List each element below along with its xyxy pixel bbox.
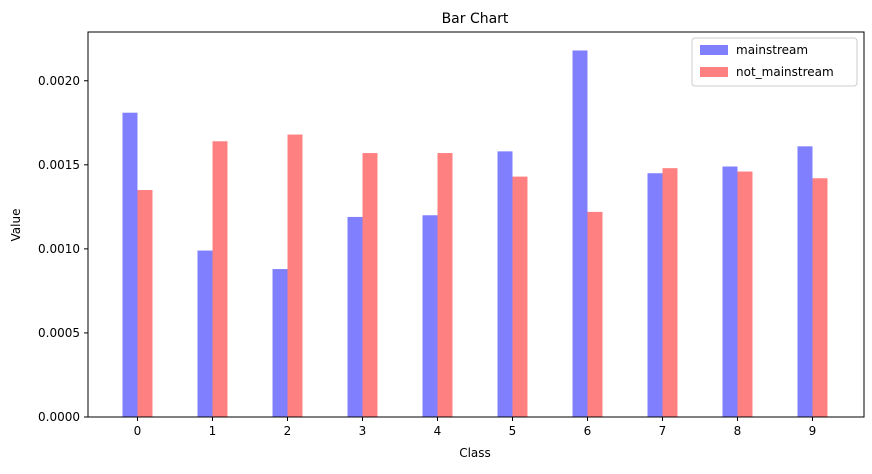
bar-not_mainstream-0 <box>137 190 153 417</box>
bar-mainstream-3 <box>347 216 363 417</box>
y-axis-label: Value <box>9 209 23 242</box>
bar-not_mainstream-5 <box>512 176 528 417</box>
legend-box <box>691 37 858 87</box>
bar-mainstream-8 <box>722 166 738 417</box>
bar-mainstream-4 <box>422 215 438 417</box>
x-tick-label-4: 4 <box>434 424 442 438</box>
x-tick-label-8: 8 <box>734 424 742 438</box>
x-axis-label: Class <box>459 446 491 460</box>
y-tick-label-0: 0.0000 <box>38 410 80 424</box>
plot-frame <box>87 31 865 418</box>
bar-mainstream-1 <box>197 250 213 417</box>
bar-not_mainstream-1 <box>212 141 228 417</box>
x-tick-label-2: 2 <box>284 424 292 438</box>
bar-not_mainstream-8 <box>737 171 753 417</box>
legend-label-mainstream: mainstream <box>736 43 808 57</box>
y-tick-label-4: 0.0020 <box>38 74 80 88</box>
bar-not_mainstream-6 <box>587 211 603 417</box>
x-tick-label-0: 0 <box>134 424 142 438</box>
bar-mainstream-0 <box>122 112 138 417</box>
x-tick-label-3: 3 <box>359 424 367 438</box>
bar-not_mainstream-7 <box>662 168 678 417</box>
legend-swatch-not_mainstream <box>700 67 728 77</box>
y-tick-label-1: 0.0005 <box>38 326 80 340</box>
bar-mainstream-5 <box>497 151 513 417</box>
x-tick-label-1: 1 <box>209 424 217 438</box>
y-tick-label-2: 0.0010 <box>38 242 80 256</box>
bar-mainstream-7 <box>647 173 663 417</box>
x-tick-label-9: 9 <box>809 424 817 438</box>
legend-label-not_mainstream: not_mainstream <box>736 65 834 79</box>
bar-not_mainstream-3 <box>362 153 378 417</box>
x-tick-label-6: 6 <box>584 424 592 438</box>
y-tick-label-3: 0.0015 <box>38 158 80 172</box>
bar-mainstream-6 <box>572 50 588 418</box>
legend-swatch-mainstream <box>700 45 728 55</box>
bar-mainstream-2 <box>272 269 288 417</box>
bar-not_mainstream-4 <box>437 153 453 417</box>
bar-not_mainstream-2 <box>287 134 303 418</box>
plot-area: 0 1 2 3 4 5 6 7 8 9 0.0000 0.0005 0.0010 0.0015 0.0020 <box>38 31 865 438</box>
bar-not_mainstream-9 <box>812 178 828 417</box>
bar-mainstream-9 <box>797 146 813 417</box>
legend: mainstream not_mainstream <box>691 37 858 87</box>
chart-title: Bar Chart <box>442 11 509 27</box>
x-tick-label-7: 7 <box>659 424 667 438</box>
x-tick-label-5: 5 <box>509 424 517 438</box>
